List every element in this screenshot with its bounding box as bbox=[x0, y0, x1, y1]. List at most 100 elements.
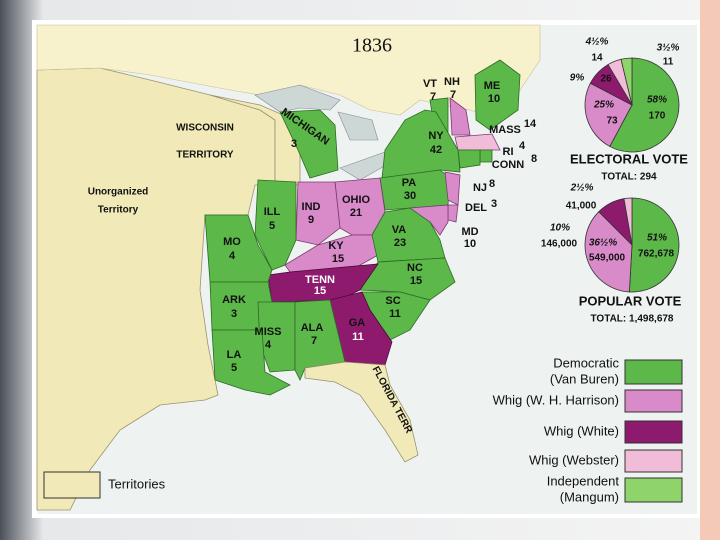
state-votes: 8 bbox=[531, 153, 537, 165]
state-votes: 4 bbox=[265, 339, 272, 351]
state-name: MASS bbox=[489, 124, 521, 136]
legend-swatch bbox=[624, 359, 683, 385]
state-louisiana bbox=[211, 329, 291, 396]
state-votes: 8 bbox=[489, 178, 495, 190]
pie-total: TOTAL: 294 bbox=[601, 172, 657, 183]
pie-title: POPULAR VOTE bbox=[579, 293, 682, 308]
legend-swatch bbox=[624, 477, 683, 503]
legend-label: (Van Buren) bbox=[550, 371, 619, 386]
legend-label: Whig (White) bbox=[544, 423, 619, 438]
pie-slice bbox=[584, 211, 633, 293]
state-votes: 10 bbox=[488, 93, 500, 105]
state-votes: 3 bbox=[291, 138, 297, 150]
legend-swatch bbox=[624, 420, 683, 444]
legend-label: Independent bbox=[547, 473, 620, 488]
state-votes: 14 bbox=[524, 118, 537, 130]
legend: Democratic(Van Buren) Whig (W. H. Harriso… bbox=[43, 355, 683, 504]
state-votes: 7 bbox=[311, 335, 317, 347]
state-votes: 15 bbox=[314, 285, 326, 297]
state-votes: 4 bbox=[229, 250, 236, 262]
state-name: KY bbox=[328, 240, 344, 252]
legend-label: Whig (W. H. Harrison) bbox=[493, 392, 619, 407]
state-votes: 23 bbox=[394, 237, 406, 249]
state-name: IND bbox=[302, 201, 321, 213]
slice-value: 73 bbox=[606, 116, 618, 127]
state-votes: 4 bbox=[519, 140, 526, 152]
slice-value: 549,000 bbox=[589, 253, 626, 264]
legend-label: (Mangum) bbox=[560, 489, 619, 504]
state-name: CONN bbox=[492, 159, 524, 171]
legend-swatch bbox=[43, 471, 101, 499]
state-michigan bbox=[279, 109, 339, 179]
territory-label: TERRITORY bbox=[176, 150, 234, 161]
state-name: LA bbox=[227, 349, 242, 361]
state-name: SC bbox=[385, 295, 400, 307]
territory-label: Territory bbox=[98, 205, 139, 216]
state-votes: 3 bbox=[491, 198, 497, 210]
legend-swatch bbox=[624, 389, 683, 413]
state-votes: 11 bbox=[389, 308, 401, 320]
pie-slice bbox=[620, 57, 633, 106]
territory-label: Unorganized bbox=[88, 187, 149, 198]
slice-percent: 10% bbox=[550, 223, 570, 234]
state-name: RI bbox=[503, 146, 514, 158]
slice-percent: 25% bbox=[593, 100, 614, 111]
state-name: NJ bbox=[473, 182, 487, 194]
lake bbox=[337, 111, 379, 141]
legend-label: Democratic bbox=[553, 355, 619, 370]
state-name: PA bbox=[402, 177, 417, 189]
state-name: VA bbox=[392, 224, 407, 236]
slice-percent: 2½% bbox=[570, 183, 594, 194]
slice-percent: 58% bbox=[647, 95, 667, 106]
state-name: NH bbox=[444, 76, 460, 88]
state-name: ARK bbox=[222, 294, 246, 306]
state-name: MISS bbox=[255, 326, 282, 338]
state-name: NY bbox=[428, 130, 444, 142]
pie-slice bbox=[628, 197, 680, 293]
map-title: 1836 bbox=[352, 35, 392, 57]
slice-percent: 9% bbox=[570, 73, 585, 84]
state-name: NC bbox=[407, 262, 423, 274]
state-votes: 11 bbox=[352, 331, 364, 343]
state-votes: 5 bbox=[269, 220, 275, 232]
territory-label: WISCONSIN bbox=[176, 123, 234, 134]
state-name: DEL bbox=[465, 202, 487, 214]
slice-value: 170 bbox=[649, 111, 666, 122]
slide-border bbox=[700, 0, 720, 540]
slice-percent: 4½% bbox=[585, 37, 609, 48]
pie-slice bbox=[623, 197, 633, 246]
slice-percent: 36½% bbox=[589, 238, 617, 249]
state-votes: 30 bbox=[404, 190, 416, 202]
slice-value: 146,000 bbox=[541, 239, 578, 250]
pie-slice bbox=[609, 57, 680, 153]
state-connecticut bbox=[457, 149, 481, 169]
state-votes: 10 bbox=[464, 238, 476, 250]
state-votes: 42 bbox=[430, 144, 442, 156]
pie-chart: 51% 762,678 36½% 549,000 10% 146,000 2½% 41,000 bbox=[541, 183, 680, 293]
state-name: ALA bbox=[301, 322, 324, 334]
state-name: MD bbox=[461, 226, 478, 238]
state-name: TENN bbox=[305, 274, 335, 286]
slice-value: 11 bbox=[663, 57, 674, 68]
slice-value: 762,678 bbox=[638, 249, 675, 260]
state-delaware bbox=[447, 204, 459, 223]
slice-value: 41,000 bbox=[566, 201, 597, 212]
slice-percent: 3½% bbox=[657, 43, 680, 54]
legend-label: Whig (Webster) bbox=[529, 452, 619, 467]
state-name: ME bbox=[484, 80, 501, 92]
state-votes: 9 bbox=[308, 214, 314, 226]
slice-value: 26 bbox=[600, 74, 612, 85]
state-votes: 7 bbox=[450, 89, 456, 101]
state-maine bbox=[474, 59, 521, 131]
slice-value: 14 bbox=[591, 53, 603, 64]
state-name: MO bbox=[223, 236, 241, 248]
state-new-hampshire bbox=[449, 97, 471, 136]
state-rhode-island bbox=[479, 149, 493, 163]
pie-chart: 58% 170 25% 73 9% 26 4½% 14 3½% 11 bbox=[570, 37, 680, 153]
state-name: GA bbox=[349, 317, 366, 329]
legend-label: Territories bbox=[108, 476, 166, 491]
state-votes: 3 bbox=[231, 308, 237, 320]
florida-territory bbox=[304, 361, 419, 463]
state-votes: 15 bbox=[332, 253, 344, 265]
